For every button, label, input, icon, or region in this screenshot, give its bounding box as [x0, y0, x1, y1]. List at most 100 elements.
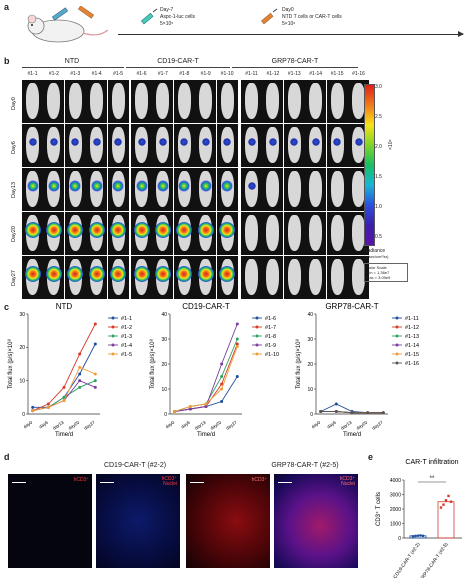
bioluminescence-signal [180, 138, 189, 147]
x-tick-label: day20 [355, 419, 368, 430]
bioluminescence-signal [197, 222, 214, 239]
bli-image [43, 256, 65, 299]
bli-image [22, 168, 43, 211]
bli-image [43, 168, 65, 211]
bli-image [64, 168, 86, 211]
x-tick-label: day20 [209, 419, 222, 430]
panel-e-letter: e [368, 452, 374, 462]
mouse-silhouette [287, 259, 301, 295]
x-tick-label: day0 [164, 419, 175, 429]
bli-image [131, 168, 152, 211]
bli-image [43, 124, 65, 167]
bli-image [64, 124, 86, 167]
x-tick-label: day0 [310, 419, 321, 429]
legend-label: #1-7 [265, 325, 276, 331]
bioluminescence-signal [90, 180, 103, 193]
bioluminescence-signal [28, 138, 37, 147]
bioluminescence-signal [92, 138, 101, 147]
micrograph-grp78-merge: hCD3⁺ Nuclei [274, 474, 358, 568]
bli-image [131, 80, 152, 123]
data-point [188, 407, 192, 411]
data-point [93, 372, 97, 376]
data-point [188, 405, 192, 408]
series-line [174, 343, 238, 412]
group-cd19: CD19-CAR-T [157, 58, 199, 65]
x-tick-label: GRP78-CAR-T (#2-5) [418, 541, 450, 578]
x-tick-label: day6 [180, 419, 191, 429]
bli-image [152, 256, 174, 299]
mouse-silhouette [287, 215, 301, 251]
panel-a-letter: a [4, 2, 10, 12]
legend-marker [395, 343, 399, 347]
mouse-label: #1-7 [157, 71, 168, 77]
mouse-silhouette [199, 83, 213, 119]
data-point [334, 410, 338, 413]
panel-e-chart: CAR-T infiltration 0 1000 2000 3000 4000 CD3⁺ … [375, 459, 462, 578]
y-tick-label: 30 [161, 337, 167, 343]
data-point [444, 499, 448, 502]
bli-image [283, 212, 305, 255]
bioluminescence-signal [219, 222, 236, 239]
step2-text: Day0 NTD T cells or CAR-T cells 5×10⁶ [282, 7, 342, 27]
bioluminescence-signal [45, 222, 62, 239]
colorbar-tick: 2.0 [375, 144, 382, 150]
legend-marker [111, 316, 115, 320]
bioluminescence-signal [199, 180, 212, 193]
bli-image [262, 168, 284, 211]
bli-image [43, 212, 65, 255]
legend-marker [255, 352, 259, 356]
bli-image [216, 212, 238, 255]
bioluminescence-signal [219, 266, 236, 283]
series-line [32, 366, 96, 412]
series-line [174, 346, 238, 412]
legend-label: #1-2 [121, 325, 132, 331]
bli-image [305, 256, 327, 299]
legend-label: #1-1 [121, 316, 132, 322]
bli-image [283, 168, 305, 211]
bli-image [22, 80, 43, 123]
legend-label: #1-16 [405, 361, 419, 367]
data-point [173, 410, 177, 413]
mouse-silhouette [245, 83, 258, 119]
bli-image [107, 168, 129, 211]
data-point [235, 375, 239, 378]
mouse-label: #1-8 [179, 71, 190, 77]
bli-image [64, 256, 86, 299]
x-tick-label: day20 [67, 419, 80, 430]
y-tick-label: 10 [19, 378, 25, 384]
x-tick-label: day27 [225, 419, 238, 430]
mouse-silhouette [330, 83, 344, 119]
mouse-silhouette [47, 83, 61, 119]
data-point [78, 372, 82, 376]
mouse-label: #1-14 [309, 71, 323, 77]
bli-image [241, 256, 262, 299]
legend-marker [395, 334, 399, 338]
bli-image [86, 256, 108, 299]
bioluminescence-signal [114, 138, 123, 147]
mouse-label: #1-1 [27, 71, 38, 77]
data-point [411, 534, 415, 538]
data-point [78, 365, 82, 369]
bli-image [305, 80, 327, 123]
legend-marker [111, 334, 115, 338]
y-tick-label: 40 [161, 312, 167, 318]
syringe-icon [138, 8, 158, 28]
y-tick-label: 20 [161, 362, 167, 368]
colorbar-tick: 0.5 [375, 234, 382, 240]
bli-image [348, 124, 369, 167]
bli-image [305, 212, 327, 255]
bioluminescence-signal [154, 266, 171, 283]
y-tick-label: 30 [19, 312, 25, 318]
significance-label: ** [430, 476, 435, 482]
mouse-silhouette [111, 83, 125, 119]
legend-label: #1-6 [265, 316, 276, 322]
legend-marker [395, 325, 399, 329]
legend-label: #1-8 [265, 334, 276, 340]
bli-image [86, 124, 108, 167]
data-point [350, 411, 354, 415]
mouse-silhouette [68, 83, 82, 119]
x-axis-label: Time/d [343, 432, 361, 438]
bli-image [216, 168, 238, 211]
data-point [220, 387, 224, 391]
